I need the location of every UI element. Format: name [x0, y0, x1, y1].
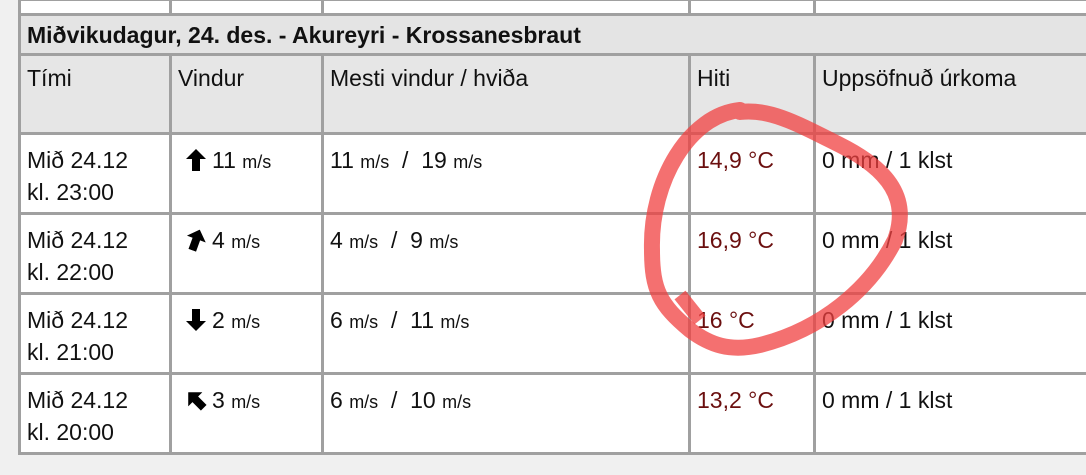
table-row: Mið 24.12 kl. 21:00 2 m/s 6 m/s / 11 m/s … [18, 292, 1086, 375]
wind-cell: 2 m/s [169, 292, 324, 375]
wind-arrow-icon [186, 149, 206, 171]
table-title: Miðvikudagur, 24. des. - Akureyri - Kros… [18, 13, 1086, 56]
unit: m/s [429, 232, 459, 252]
gust: 19 [421, 147, 447, 173]
max-wind-cell: 6 m/s / 11 m/s [321, 292, 691, 375]
header-temp: Hiti [688, 53, 816, 135]
max-wind: 6 [330, 307, 343, 333]
wind-arrow-icon [186, 229, 206, 252]
max-wind-cell: 6 m/s / 10 m/s [321, 372, 691, 455]
wind-arrow-icon [188, 392, 207, 411]
wind-speed: 3 [212, 387, 225, 413]
day: Mið 24.12 [27, 387, 129, 413]
gust: 11 [410, 307, 435, 333]
table-row: Mið 24.12 kl. 23:00 11 m/s 11 m/s / 19 m/… [18, 132, 1086, 215]
temp-cell: 16 °C [688, 292, 816, 375]
wind-speed: 4 [212, 227, 225, 253]
time-cell: Mið 24.12 kl. 20:00 [18, 372, 172, 455]
table-row: Mið 24.12 kl. 22:00 4 m/s 4 m/s / 9 m/s 1… [18, 212, 1086, 295]
unit: m/s [453, 152, 483, 172]
time-cell: Mið 24.12 kl. 22:00 [18, 212, 172, 295]
day: Mið 24.12 [27, 227, 129, 253]
unit: m/s [349, 312, 379, 332]
unit: m/s [442, 392, 472, 412]
time-cell: Mið 24.12 kl. 23:00 [18, 132, 172, 215]
wind-cell: 11 m/s [169, 132, 324, 215]
previous-row-fragment [18, 0, 1086, 16]
max-wind: 11 [330, 147, 354, 173]
day: Mið 24.12 [27, 147, 129, 173]
max-wind-cell: 11 m/s / 19 m/s [321, 132, 691, 215]
wind-speed: 11 [212, 147, 236, 173]
gust: 10 [410, 387, 436, 413]
hour: kl. 21:00 [27, 339, 114, 365]
max-wind-cell: 4 m/s / 9 m/s [321, 212, 691, 295]
unit: m/s [242, 152, 272, 172]
day: Mið 24.12 [27, 307, 129, 333]
unit: m/s [231, 392, 261, 412]
time-cell: Mið 24.12 kl. 21:00 [18, 292, 172, 375]
unit: m/s [231, 232, 261, 252]
precip-cell: 0 mm / 1 klst [813, 212, 1086, 295]
header-row: Tími Vindur Mesti vindur / hviða Hiti Up… [18, 53, 1086, 135]
wind-arrow-icon [186, 309, 206, 331]
table-row: Mið 24.12 kl. 20:00 3 m/s 6 m/s / 10 m/s … [18, 372, 1086, 455]
unit: m/s [231, 312, 261, 332]
header-max-wind: Mesti vindur / hviða [321, 53, 691, 135]
header-time: Tími [18, 53, 172, 135]
wind-speed: 2 [212, 307, 225, 333]
unit: m/s [349, 232, 379, 252]
hour: kl. 23:00 [27, 179, 114, 205]
precip-cell: 0 mm / 1 klst [813, 292, 1086, 375]
unit: m/s [349, 392, 379, 412]
unit: m/s [440, 312, 470, 332]
temp-cell: 14,9 °C [688, 132, 816, 215]
gust: 9 [410, 227, 423, 253]
precip-cell: 0 mm / 1 klst [813, 132, 1086, 215]
precip-cell: 0 mm / 1 klst [813, 372, 1086, 455]
hour: kl. 22:00 [27, 259, 114, 285]
temp-cell: 16,9 °C [688, 212, 816, 295]
header-precip: Uppsöfnuð úrkoma [813, 53, 1086, 135]
temp-cell: 13,2 °C [688, 372, 816, 455]
max-wind: 4 [330, 227, 343, 253]
header-wind: Vindur [169, 53, 324, 135]
unit: m/s [360, 152, 390, 172]
wind-cell: 3 m/s [169, 372, 324, 455]
wind-cell: 4 m/s [169, 212, 324, 295]
forecast-table: Miðvikudagur, 24. des. - Akureyri - Kros… [18, 0, 1086, 455]
max-wind: 6 [330, 387, 343, 413]
hour: kl. 20:00 [27, 419, 114, 445]
